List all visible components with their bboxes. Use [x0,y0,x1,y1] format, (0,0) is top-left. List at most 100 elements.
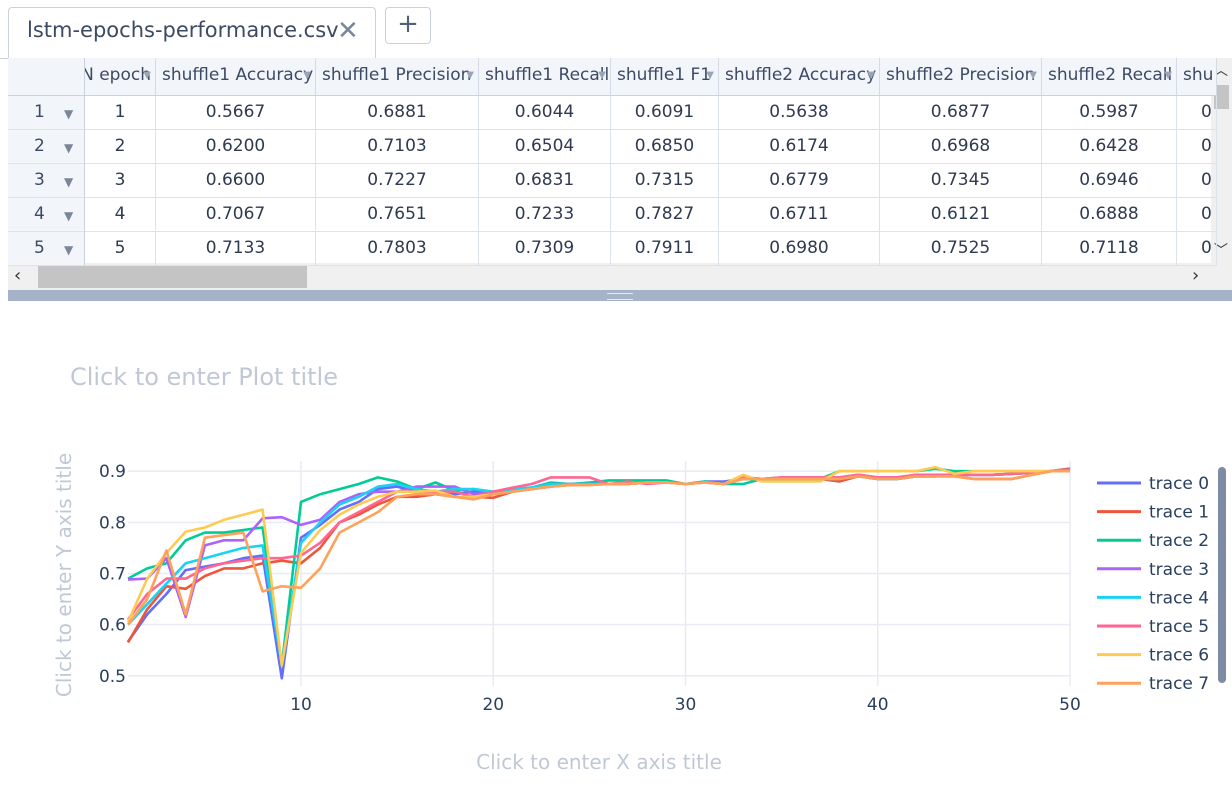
table-cell[interactable]: 0.7233 [479,198,611,232]
y-axis-title-placeholder[interactable]: Click to enter Y axis title [52,453,76,697]
add-tab-button[interactable]: + [385,7,431,44]
legend-item-label[interactable]: trace 0 [1149,474,1209,494]
table-cell[interactable]: 0.5638 [719,96,880,130]
row-dropdown-icon[interactable]: ▼ [64,243,74,257]
sort-arrow-icon[interactable]: ▼ [867,70,875,81]
column-header[interactable]: shuffle2 Precision ▼ [880,58,1042,96]
table-cell[interactable]: 0.7103 [316,130,479,164]
y-tick-label: 0.8 [99,513,126,533]
table-cell[interactable]: 0 [1177,198,1217,232]
table-cell[interactable]: 3 [85,164,156,198]
legend-scrollbar[interactable] [1218,467,1226,683]
column-header[interactable]: shuffle2 Recall ▼ [1042,58,1177,96]
table-cell[interactable]: 0.7651 [316,198,479,232]
sort-arrow-icon[interactable]: ▼ [1029,70,1037,81]
table-cell[interactable]: 0.7345 [880,164,1042,198]
sort-arrow-icon[interactable]: ▼ [303,70,311,81]
table-cell[interactable]: 0.6779 [719,164,880,198]
tab-csv-file[interactable]: lstm-epochs-performance.csv ✕ [8,7,376,58]
table-cell[interactable]: 1 [85,96,156,130]
pane-splitter[interactable] [8,290,1232,301]
column-header[interactable]: shuffle1 Precision ▼ [316,58,479,96]
plot-title-placeholder[interactable]: Click to enter Plot title [70,363,338,391]
table-cell[interactable]: 0.6968 [880,130,1042,164]
legend-item-label[interactable]: trace 7 [1149,674,1209,694]
table-cell[interactable]: 0.6850 [611,130,719,164]
table-cell[interactable]: 4 [85,198,156,232]
table-cell[interactable]: 0.7067 [156,198,316,232]
row-dropdown-icon[interactable]: ▼ [64,107,74,121]
column-header[interactable]: N epoch ▼ [85,58,156,96]
table-cell[interactable]: 0.7827 [611,198,719,232]
row-header[interactable]: 5 ▼ [8,232,85,266]
legend-item-label[interactable]: trace 4 [1149,588,1209,608]
table-cell[interactable]: 0.6881 [316,96,479,130]
legend-item-label[interactable]: trace 6 [1149,646,1209,666]
row-header[interactable]: 3 ▼ [8,164,85,198]
table-cell[interactable]: 0 [1177,232,1217,266]
table-cell[interactable]: 0.7525 [880,232,1042,266]
scroll-down-icon[interactable]: ﹀ [1214,243,1228,259]
table-cell[interactable]: 0.7118 [1042,232,1177,266]
legend-item-label[interactable]: trace 1 [1149,503,1209,523]
legend-item-label[interactable]: trace 3 [1149,560,1209,580]
table-cell[interactable]: 5 [85,232,156,266]
column-header[interactable]: shuffle1 F1 ▼ [611,58,719,96]
row-dropdown-icon[interactable]: ▼ [64,175,74,189]
scroll-left-icon[interactable]: ‹ [14,265,22,286]
splitter-grip-icon[interactable] [607,293,633,300]
table-cell[interactable]: 0.6091 [611,96,719,130]
column-header[interactable]: shuffle1 Accuracy ▼ [156,58,316,96]
scroll-up-icon[interactable]: ︿ [1214,63,1228,79]
table-cell[interactable]: 0.6711 [719,198,880,232]
table-cell[interactable]: 0.6428 [1042,130,1177,164]
table-cell[interactable]: 0.6831 [479,164,611,198]
column-header[interactable]: shuffle2 Accuracy ▼ [719,58,880,96]
table-cell[interactable]: 0.7309 [479,232,611,266]
table-cell[interactable]: 0.6888 [1042,198,1177,232]
table-cell[interactable]: 2 [85,130,156,164]
row-header[interactable]: 4 ▼ [8,198,85,232]
legend-item-label[interactable]: trace 5 [1149,617,1209,637]
table-cell[interactable]: 0.7911 [611,232,719,266]
table-cell[interactable]: 0.7133 [156,232,316,266]
legend-item-label[interactable]: trace 2 [1149,531,1209,551]
column-header[interactable]: shu [1177,58,1217,96]
table-cell[interactable]: 0.6504 [479,130,611,164]
row-dropdown-icon[interactable]: ▼ [64,141,74,155]
horizontal-scroll-thumb[interactable] [38,265,307,288]
table-cell[interactable]: 0.7315 [611,164,719,198]
table-cell[interactable]: 0 [1177,164,1217,198]
vertical-scroll-thumb[interactable] [1214,85,1229,109]
sort-arrow-icon[interactable]: ▼ [1164,70,1172,81]
series-line[interactable] [126,465,1070,667]
table-cell[interactable]: 0.6044 [479,96,611,130]
table-cell[interactable]: 0.6877 [880,96,1042,130]
table-cell[interactable]: 0.6600 [156,164,316,198]
table-cell[interactable]: 0.6174 [719,130,880,164]
series-line[interactable] [126,469,1070,626]
table-cell[interactable]: 0.6200 [156,130,316,164]
column-header[interactable]: shuffle1 Recall ▼ [479,58,611,96]
table-cell[interactable]: 0.7803 [316,232,479,266]
row-header[interactable]: 1 ▼ [8,96,85,130]
close-icon[interactable]: ✕ [337,16,359,46]
series-line[interactable] [126,468,1071,621]
scroll-right-icon[interactable]: › [1192,265,1200,286]
sort-arrow-icon[interactable]: ▼ [466,70,474,81]
table-cell[interactable]: 0.6946 [1042,164,1177,198]
table-cell[interactable]: 0 [1177,130,1217,164]
table-cell[interactable]: 0.7227 [316,164,479,198]
row-header[interactable]: 2 ▼ [8,130,85,164]
table-cell[interactable]: 0.5667 [156,96,316,130]
horizontal-scrollbar[interactable]: ‹ › [8,263,1232,290]
sort-arrow-icon[interactable]: ▼ [598,70,606,81]
table-cell[interactable]: 0 [1177,96,1217,130]
table-cell[interactable]: 0.5987 [1042,96,1177,130]
row-dropdown-icon[interactable]: ▼ [64,209,74,223]
x-axis-title-placeholder[interactable]: Click to enter X axis title [476,750,722,774]
table-cell[interactable]: 0.6980 [719,232,880,266]
sort-arrow-icon[interactable]: ▼ [706,70,714,81]
table-cell[interactable]: 0.6121 [880,198,1042,232]
sort-arrow-icon[interactable]: ▼ [143,70,151,81]
